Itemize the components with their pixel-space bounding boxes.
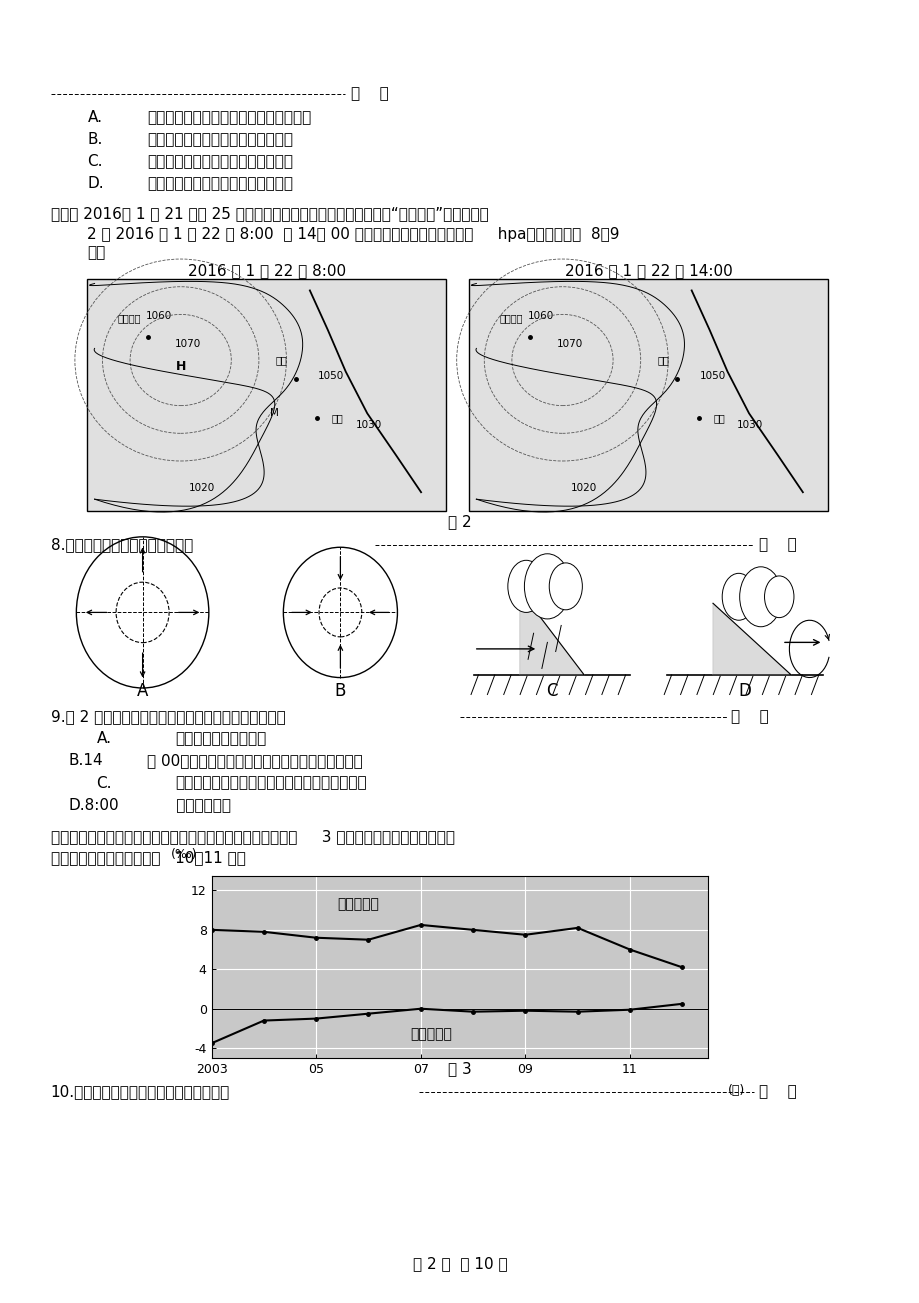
Text: 封沙育草，禁止皖伐，保护野生动物: 封沙育草，禁止皖伐，保护野生动物	[147, 154, 293, 169]
Text: C: C	[546, 681, 557, 700]
Text: C.: C.	[87, 154, 103, 169]
Text: 以森林保育为核心，发展农业的多种经营: 以森林保育为核心，发展农业的多种经营	[147, 109, 312, 125]
Text: （五）人口状况对一个地区的社会和经济发展有重要影响。图     3 为上海市人口机械增长率与自: （五）人口状况对一个地区的社会和经济发展有重要影响。图 3 为上海市人口机械增长…	[51, 829, 454, 844]
Text: B.: B.	[87, 132, 103, 147]
Text: 冷锋多与反气旋天气系统结合，形成锋面反气旋: 冷锋多与反气旋天气系统结合，形成锋面反气旋	[175, 775, 366, 791]
Polygon shape	[712, 603, 790, 675]
Text: 2016 年 1 月 22 日 14:00: 2016 年 1 月 22 日 14:00	[564, 263, 732, 279]
Circle shape	[764, 576, 793, 618]
Text: 1060: 1060	[146, 311, 172, 321]
Text: D.: D.	[87, 176, 104, 192]
Text: 2 是 2016 年 1 月 22 日 8:00  和 14： 00 点的天气形势图（气压单位：     hpa）。读图完成  8～9: 2 是 2016 年 1 月 22 日 8:00 和 14： 00 点的天气形势…	[87, 227, 619, 242]
Text: ： 00时济南市可能的天气特征有大风、降温、雨雪: ： 00时济南市可能的天气特征有大风、降温、雨雪	[147, 753, 363, 769]
Text: （    ）: （ ）	[351, 86, 389, 102]
Text: 济南: 济南	[331, 413, 343, 423]
Text: 1050: 1050	[318, 371, 344, 382]
Text: 1020: 1020	[571, 482, 596, 493]
Text: B.14: B.14	[69, 753, 104, 769]
Text: D: D	[738, 681, 751, 700]
Text: 控制开发强度，保护和改善湿地环境: 控制开发强度，保护和改善湿地环境	[147, 132, 293, 147]
Text: 济南降雪最多: 济南降雪最多	[147, 797, 231, 813]
Text: 乌鲁木齐比北京风力大: 乌鲁木齐比北京风力大	[175, 731, 266, 747]
Text: 机械增长率: 机械增长率	[336, 898, 379, 911]
Text: 10.图中反映上海市人口总量的变动态势是: 10.图中反映上海市人口总量的变动态势是	[51, 1084, 230, 1100]
Text: 图 2: 图 2	[448, 513, 471, 529]
Text: 然增长率变化图。读图回答   10～11 题。: 然增长率变化图。读图回答 10～11 题。	[51, 850, 245, 865]
Text: M: M	[269, 408, 278, 418]
Circle shape	[739, 567, 781, 627]
Text: 乌鲁木齐: 乌鲁木齐	[499, 313, 523, 323]
Circle shape	[549, 563, 582, 610]
Text: 8.此次寒潮属于以下哪个天气系统: 8.此次寒潮属于以下哪个天气系统	[51, 537, 193, 552]
Text: 2016 年 1 月 22 日 8:00: 2016 年 1 月 22 日 8:00	[187, 263, 346, 279]
Text: 题。: 题。	[87, 245, 106, 261]
FancyBboxPatch shape	[469, 279, 827, 511]
Text: （四） 2016年 1 月 21 日至 25 日，我国大部地区自北向南经历了一次“世纪寒潮”的侵襲，图: （四） 2016年 1 月 21 日至 25 日，我国大部地区自北向南经历了一次…	[51, 206, 488, 222]
Circle shape	[524, 554, 570, 619]
Text: （    ）: （ ）	[731, 709, 768, 724]
Text: A.: A.	[87, 109, 102, 125]
Text: 济南: 济南	[712, 413, 724, 423]
FancyBboxPatch shape	[87, 279, 446, 511]
Polygon shape	[519, 590, 584, 675]
Text: 1070: 1070	[175, 339, 200, 349]
Text: （    ）: （ ）	[758, 1084, 796, 1100]
Text: （    ）: （ ）	[758, 537, 796, 552]
Text: H: H	[176, 361, 186, 374]
Text: A: A	[137, 681, 148, 700]
Circle shape	[721, 573, 754, 620]
Text: D.8:00: D.8:00	[69, 797, 119, 813]
Text: (‰): (‰)	[171, 848, 198, 861]
Text: (年): (年)	[728, 1084, 744, 1097]
Circle shape	[507, 560, 544, 612]
Text: 北京: 北京	[656, 354, 668, 365]
Text: 第 2 页  共 10 页: 第 2 页 共 10 页	[413, 1256, 506, 1272]
Text: 开墓耕地，发展大规模机械化种植业: 开墓耕地，发展大规模机械化种植业	[147, 176, 293, 192]
Text: 9.图 2 中，比较乌鲁木齐、北京和济南，以下正确的是: 9.图 2 中，比较乌鲁木齐、北京和济南，以下正确的是	[51, 709, 285, 724]
Text: 1070: 1070	[556, 339, 582, 349]
Text: 1050: 1050	[699, 371, 725, 382]
Text: A.: A.	[96, 731, 111, 747]
Text: 乌鲁木齐: 乌鲁木齐	[118, 313, 142, 323]
Text: 1060: 1060	[528, 311, 553, 321]
Text: 1030: 1030	[355, 420, 381, 430]
Text: 1020: 1020	[189, 482, 215, 493]
Text: 1030: 1030	[736, 420, 763, 430]
Text: 北京: 北京	[275, 354, 287, 365]
Text: 图 3: 图 3	[448, 1061, 471, 1076]
Text: B: B	[335, 681, 346, 700]
Text: C.: C.	[96, 775, 112, 791]
Text: 自然增长率: 自然增长率	[410, 1027, 451, 1041]
